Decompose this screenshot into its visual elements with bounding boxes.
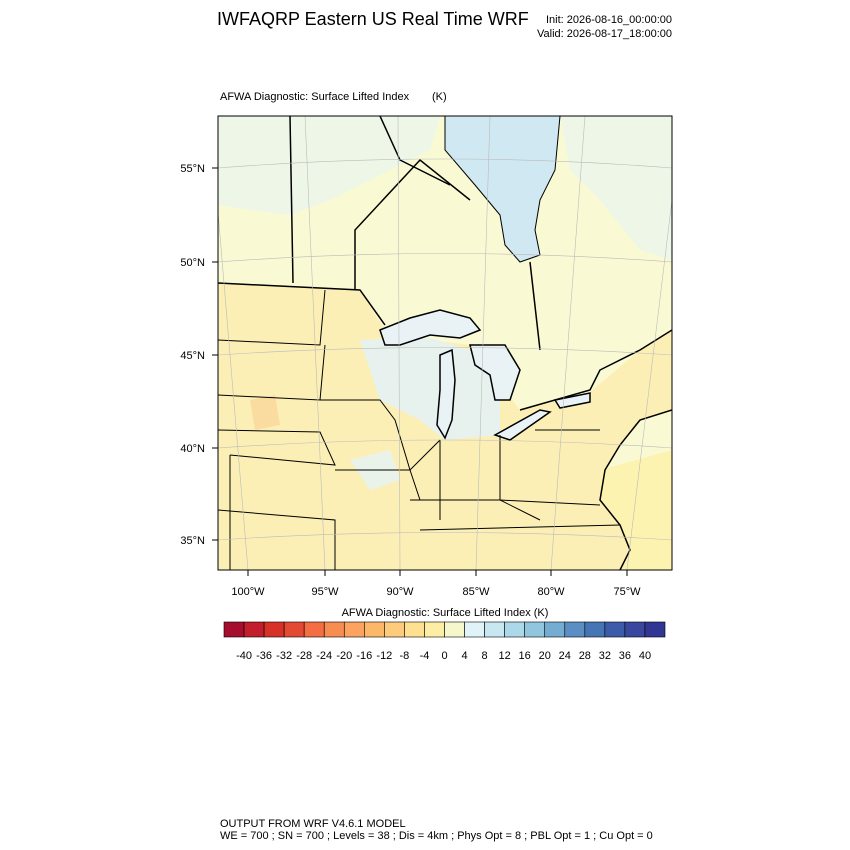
coastline [599,409,672,570]
colorbar-label: 24 [559,650,571,662]
colorbar-box [444,621,465,638]
colorbar-box [484,621,505,638]
lat-label: 35°N [180,535,205,547]
colorbar-box [404,621,425,638]
province-line [354,158,471,290]
lon-label: 95°W [311,586,339,598]
lake-michigan [436,348,456,440]
lat-label: 45°N [180,350,205,362]
border-line [218,282,386,326]
colorbar-box [464,621,485,638]
colorbar-label: 36 [619,650,631,662]
field-region [218,116,440,215]
boundaries [218,116,672,570]
graticule-lat [218,158,672,541]
colorbar: -40 -36 -32 -28 -24 -20 -16 -12 -8 -4 0 4 8 12 16 20 24 2… [223,621,666,662]
colorbar-label: -16 [356,650,372,662]
state-line [419,524,621,531]
colorbar-label: -40 [236,650,252,662]
state-line [218,509,336,570]
colorbar-label: 32 [599,650,611,662]
state-line [410,499,601,506]
lon-label: 100°W [231,586,265,598]
colorbar-label: -28 [296,650,312,662]
state-line [335,439,441,471]
state-line [218,289,326,346]
colorbar-label: 8 [482,650,488,662]
colorbar-box [424,621,445,638]
footer-line: WE = 700 ; SN = 700 ; Levels = 38 ; Dis … [220,830,653,842]
map-title: AFWA Diagnostic: Surface Lifted Index [220,91,410,103]
colorbar-box [343,621,365,638]
lake-superior [379,309,482,346]
colorbar-box [364,621,385,638]
colorbar-label: -36 [256,650,272,662]
page-title: IWFAQRP Eastern US Real Time WRF [217,9,529,29]
colorbar-box [564,621,586,638]
colorbar-box [323,621,345,638]
province-line [289,116,294,284]
field-region [250,395,280,430]
colorbar-label: -20 [336,650,352,662]
init-time: Init: 2026-08-16_00:00:00 [546,14,672,26]
colorbar-label: 12 [499,650,511,662]
colorbar-box [384,621,405,638]
colorbar-label: -8 [400,650,410,662]
colorbar-box [283,621,305,638]
colorbar-box [524,621,546,638]
lat-label: 50°N [180,257,205,269]
state-lines [218,289,621,570]
colorbar-box [624,621,646,638]
great-lakes [379,309,591,441]
lake-erie [493,409,552,441]
colorbar-box [604,621,626,638]
colorbar-box [544,621,566,638]
lat-labels: 55°N 50°N 45°N 40°N 35°N [180,163,218,547]
field-region [560,116,672,260]
colorbar-box [644,621,666,638]
province-line [529,261,541,351]
colorbar-label: 28 [579,650,591,662]
lat-label: 55°N [180,163,205,175]
colorbar-title: AFWA Diagnostic: Surface Lifted Index (K… [342,607,549,619]
colorbar-label: -12 [376,650,392,662]
lon-label: 85°W [462,586,490,598]
colorbar-label: -32 [276,650,292,662]
lon-label: 75°W [613,586,641,598]
map-frame [217,115,673,571]
graticule-lon [218,116,672,570]
colorbar-label: 16 [519,650,531,662]
colorbar-box [303,621,325,638]
colorbar-label: -4 [420,650,430,662]
lon-label: 80°W [537,586,565,598]
lon-labels: 100°W 95°W 90°W 85°W 80°W 75°W [231,570,641,598]
lake-ontario [553,392,591,409]
field-region [600,450,672,570]
state-line [320,399,421,501]
coastline [379,116,451,186]
state-line [218,429,336,466]
field-region [360,338,500,440]
colorbar-box [504,621,525,638]
footer-line: OUTPUT FROM WRF V4.6.1 MODEL [220,818,406,830]
colorbar-label: 20 [539,650,551,662]
colorbar-box [243,621,265,638]
map [218,116,672,570]
colorbar-label: -24 [316,650,332,662]
lon-label: 90°W [386,586,414,598]
lat-label: 40°N [180,443,205,455]
valid-time: Valid: 2026-08-17_18:00:00 [537,28,672,40]
graticule [218,116,672,570]
colorbar-label: 40 [639,650,651,662]
colorbar-box [223,621,245,638]
colorbar-box [263,621,285,638]
map-units: (K) [432,91,447,103]
colorbar-box [584,621,606,638]
colorbar-label: 4 [461,650,467,662]
border-line [519,329,672,411]
colorbar-label: 0 [441,650,447,662]
